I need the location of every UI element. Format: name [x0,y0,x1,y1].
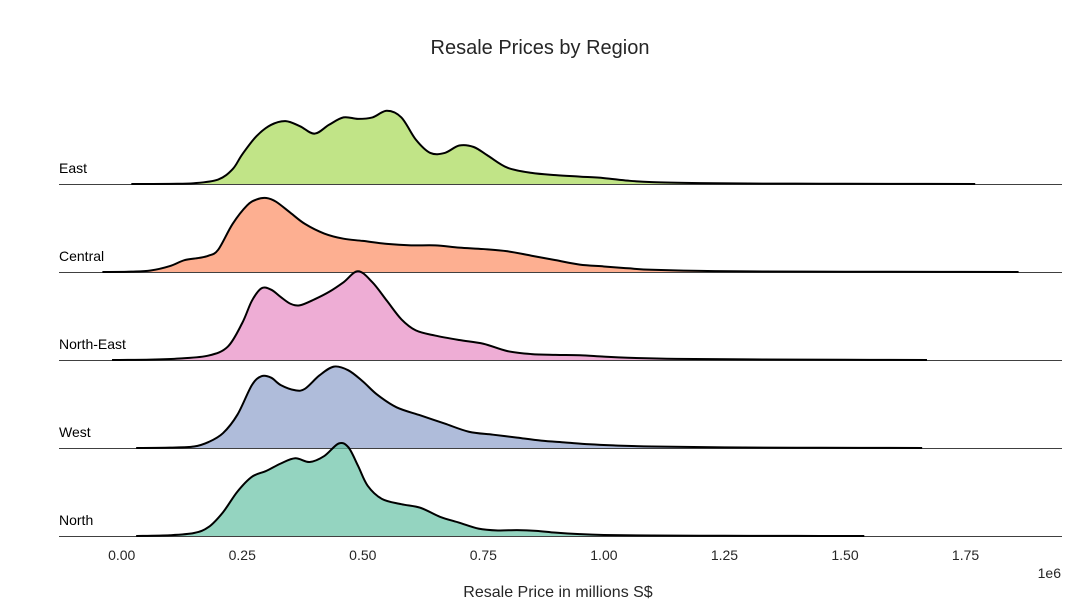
ridge-west: West [59,365,1062,449]
ridge-label: North [59,512,93,528]
x-tick-label: 0.50 [349,547,376,563]
ridge-north: North [59,441,1062,537]
ridge-label: East [59,160,87,176]
ridge-area [136,366,923,448]
ridge-outline [136,441,865,537]
ridge-outline [102,196,1019,273]
x-axis-offset-label: 1e6 [1038,565,1062,581]
x-tick-label: 1.25 [711,547,738,563]
ridge-area [102,197,1019,272]
x-axis: 0.00 0.25 0.50 0.75 1.00 1.25 1.50 1.75 [108,547,979,563]
ridge-outline [112,270,927,361]
ridges-group: East Central North-East West North [59,109,1062,537]
ridge-east: East [59,109,1062,185]
x-tick-label: 0.75 [470,547,497,563]
x-tick-label: 0.25 [229,547,256,563]
x-axis-label: Resale Price in millions S$ [463,584,653,600]
x-tick-label: 1.00 [590,547,617,563]
ridge-area [112,271,927,360]
ridge-label: Central [59,248,104,264]
ridge-label: North-East [59,336,126,352]
ridge-area [136,442,865,536]
chart-title: Resale Prices by Region [431,37,650,59]
ridge-label: West [59,424,91,440]
ridge-central: Central [59,196,1062,273]
x-tick-label: 0.00 [108,547,135,563]
x-tick-label: 1.50 [831,547,858,563]
ridge-area [131,110,976,184]
ridge-outline [136,365,923,449]
ridge-outline [131,109,976,185]
x-tick-label: 1.75 [952,547,979,563]
ridge-north-east: North-East [59,270,1062,361]
